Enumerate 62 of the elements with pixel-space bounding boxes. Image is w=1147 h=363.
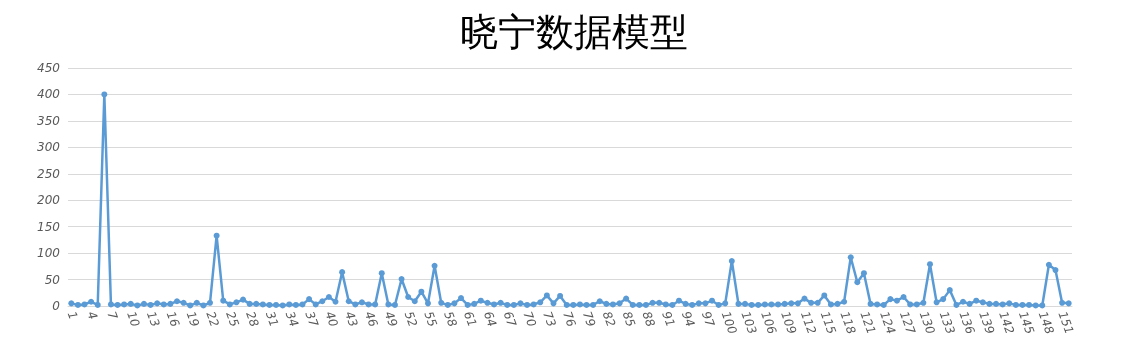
x-tick-label: 136	[956, 309, 978, 337]
x-tick-label: 40	[322, 309, 341, 330]
x-tick-label: 79	[579, 309, 599, 329]
x-tick-label: 103	[738, 309, 760, 336]
x-tick-label: 25	[223, 309, 242, 329]
x-tick-label: 109	[778, 309, 800, 336]
x-tick-label: 43	[342, 309, 361, 329]
x-tick-label: 31	[262, 309, 282, 329]
y-tick-label: 300	[37, 140, 61, 155]
y-tick-label: 100	[37, 246, 61, 261]
x-tick-label: 10	[124, 309, 143, 330]
x-tick-label: 28	[243, 309, 262, 330]
x-tick-label: 22	[203, 309, 222, 329]
x-tick-label: 61	[461, 309, 480, 329]
y-tick-label: 150	[37, 219, 61, 234]
x-tick-label: 82	[599, 309, 619, 329]
x-tick-label: 130	[916, 309, 938, 337]
x-tick-label: 88	[639, 309, 658, 330]
y-tick-label: 450	[37, 61, 61, 75]
x-tick-label: 1	[64, 309, 81, 322]
x-tick-label: 127	[896, 309, 919, 337]
x-tick-label: 100	[718, 309, 740, 337]
x-tick-label: 121	[857, 309, 879, 336]
x-tick-label: 85	[619, 309, 638, 329]
x-tick-label: 91	[659, 309, 678, 329]
y-tick-label: 400	[37, 87, 61, 102]
x-tick-label: 19	[183, 309, 202, 329]
x-tick-label: 49	[381, 309, 401, 329]
x-tick-label: 151	[1055, 309, 1077, 336]
x-tick-label: 124	[877, 309, 899, 336]
chart-title: 晓宁数据模型	[459, 10, 688, 54]
x-tick-label: 37	[302, 309, 322, 330]
x-tick-label: 52	[401, 309, 420, 329]
y-tick-label: 50	[44, 272, 61, 287]
x-tick-label: 133	[936, 309, 958, 336]
x-tick-label: 64	[480, 309, 500, 329]
y-tick-label: 350	[37, 113, 61, 128]
x-tick-label: 106	[758, 309, 780, 337]
x-tick-label: 58	[441, 309, 460, 330]
x-tick-label: 7	[104, 309, 121, 322]
x-tick-label: 55	[421, 309, 440, 329]
x-tick-label: 76	[560, 309, 579, 330]
x-tick-label: 112	[797, 309, 819, 336]
y-tick-label: 0	[52, 299, 61, 313]
x-tick-label: 4	[84, 309, 101, 322]
x-tick-label: 97	[698, 309, 718, 330]
x-tick-label: 67	[500, 309, 520, 330]
x-tick-label: 13	[143, 309, 163, 329]
x-tick-label: 139	[976, 309, 998, 336]
x-tick-label: 46	[361, 309, 381, 330]
x-tick-label: 118	[837, 309, 859, 337]
x-tick-label: 115	[817, 309, 839, 336]
x-tick-label: 70	[520, 309, 539, 330]
x-tick-label: 73	[540, 309, 559, 329]
y-tick-label: 200	[37, 193, 61, 208]
x-tick-label: 16	[163, 309, 183, 330]
y-tick-label: 250	[37, 166, 61, 181]
x-tick-label: 34	[282, 309, 302, 329]
x-tick-label: 142	[996, 309, 1018, 336]
x-tick-label: 148	[1035, 309, 1057, 337]
x-tick-label: 145	[1015, 309, 1037, 336]
x-tick-label: 94	[679, 309, 698, 329]
